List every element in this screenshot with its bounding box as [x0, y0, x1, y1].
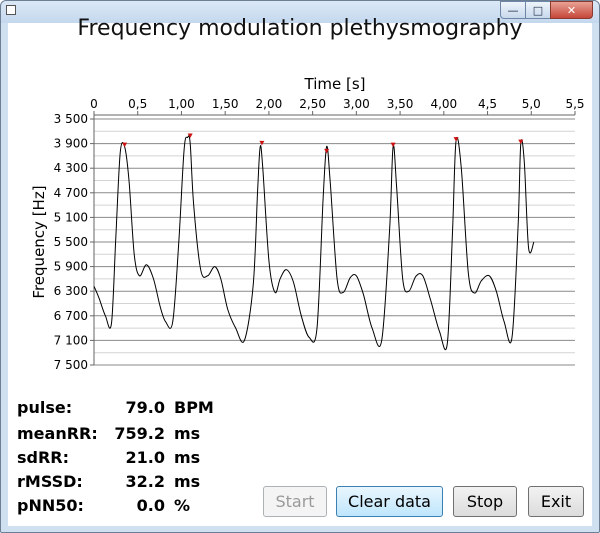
exit-button[interactable]: Exit — [528, 486, 584, 517]
stat-value: 0.0 — [136, 496, 165, 515]
stop-button[interactable]: Stop — [453, 486, 517, 517]
y-tick-label: 5 900 — [54, 260, 88, 274]
peak-marker — [324, 148, 330, 154]
y-tick-label: 7 500 — [54, 358, 88, 372]
stat-unit: ms — [174, 472, 201, 491]
start-button[interactable]: Start — [263, 486, 327, 517]
x-tick-label: 1,00 — [168, 97, 195, 111]
stat-value: 21.0 — [125, 448, 165, 467]
y-axis-title: Frequency [Hz] — [30, 185, 48, 298]
minimize-button[interactable]: — — [500, 1, 525, 19]
caption-buttons: — □ ✕ — [500, 1, 593, 19]
stat-label: pNN50: — [17, 496, 84, 515]
y-tick-label: 5 500 — [54, 235, 88, 249]
x-tick-label: 5,5 — [565, 97, 584, 111]
stat-label: pulse: — [17, 398, 73, 417]
x-tick-label: 4,5 — [478, 97, 497, 111]
x-tick-label: 2,50 — [299, 97, 326, 111]
y-tick-label: 3 500 — [54, 112, 88, 126]
stat-unit: % — [174, 496, 191, 515]
x-tick-label: 0,5 — [128, 97, 147, 111]
y-tick-label: 4 300 — [54, 161, 88, 175]
stat-value: 32.2 — [125, 472, 165, 491]
x-axis-title: Time [s] — [304, 75, 366, 93]
clear-data-button[interactable]: Clear data — [336, 486, 443, 517]
stat-label: sdRR: — [17, 448, 70, 467]
peak-marker — [453, 137, 459, 142]
peak-marker — [518, 139, 524, 145]
x-tick-label: 5,0 — [522, 97, 541, 111]
stat-value: 79.0 — [125, 398, 165, 417]
series-line — [93, 135, 535, 351]
stat-value: 759.2 — [114, 424, 165, 443]
y-tick-label: 7 100 — [54, 333, 88, 347]
maximize-button[interactable]: □ — [525, 1, 550, 19]
x-tick-label: 3,50 — [387, 97, 414, 111]
stat-label: meanRR: — [17, 424, 98, 443]
y-tick-label: 4 700 — [54, 186, 88, 200]
stat-label: rMSSD: — [17, 472, 83, 491]
app-icon[interactable] — [6, 5, 16, 15]
peak-marker — [122, 142, 128, 148]
peak-marker — [187, 133, 193, 138]
x-tick-label: 0 — [90, 97, 98, 111]
chart-title: Frequency modulation plethysmography — [77, 16, 523, 41]
y-tick-label: 3 900 — [54, 137, 88, 151]
peak-marker — [390, 142, 396, 148]
title-bar[interactable]: — □ ✕ — [1, 1, 599, 23]
close-button[interactable]: ✕ — [550, 1, 593, 19]
y-tick-label: 6 700 — [54, 309, 88, 323]
peak-marker — [259, 140, 265, 146]
x-tick-label: 2,00 — [256, 97, 283, 111]
x-tick-label: 4,00 — [430, 97, 457, 111]
client-area — [8, 23, 592, 526]
x-tick-label: 1,50 — [212, 97, 239, 111]
y-tick-label: 6 300 — [54, 284, 88, 298]
y-tick-label: 5 100 — [54, 210, 88, 224]
x-tick-label: 3,00 — [343, 97, 370, 111]
stat-unit: ms — [174, 424, 201, 443]
stat-unit: ms — [174, 448, 201, 467]
stat-unit: BPM — [174, 398, 214, 417]
